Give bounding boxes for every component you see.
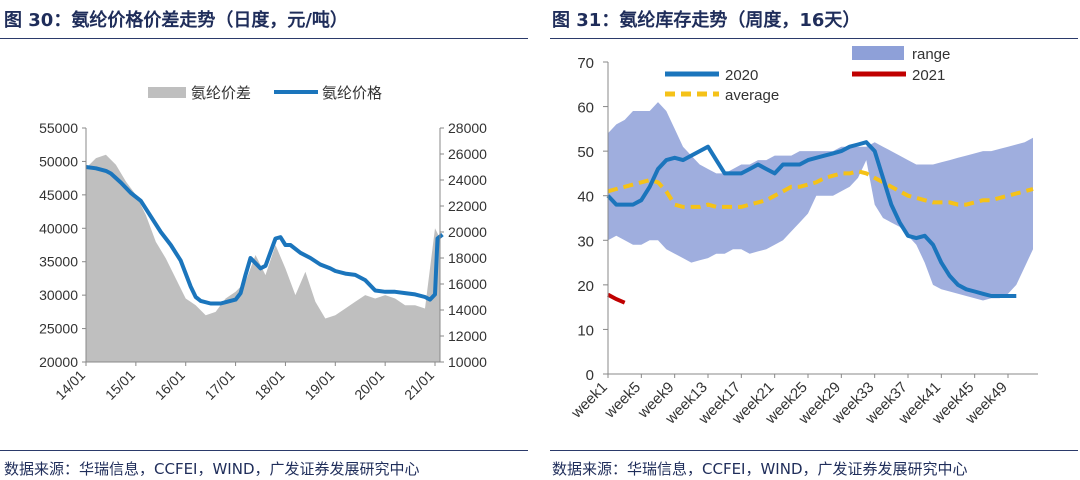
left-y-tick-label: 20000 [39, 354, 78, 370]
left-y-tick-label: 25000 [39, 321, 78, 337]
spread-area [86, 154, 440, 362]
legend-range-label: range [912, 46, 950, 63]
legend-price-label: 氨纶价格 [322, 85, 382, 102]
legend-average-label: average [725, 87, 779, 104]
left-footer-rule [0, 450, 528, 451]
x-tick-label: week5 [601, 379, 644, 422]
left-source-note: 数据来源：华瑞信息，CCFEI，WIND，广发证券发展研究中心 [4, 460, 420, 478]
right-footer-rule [550, 450, 1078, 451]
left-y-tick-label: 35000 [39, 254, 78, 270]
right-y-tick-label: 24000 [448, 172, 487, 188]
right-y-tick-label: 20000 [448, 224, 487, 240]
legend-range-swatch [852, 46, 904, 60]
y-tick-label: 30 [577, 233, 594, 250]
left-chart-title: 图 30：氨纶价格价差走势（日度，元/吨） [4, 10, 348, 31]
left-chart: 20000 25000 30000 35000 40000 45000 50000 55000… [0, 42, 528, 446]
right-y-tick-label: 14000 [448, 302, 487, 318]
y-tick-label: 40 [577, 189, 594, 206]
right-y-tick-label: 28000 [448, 120, 487, 136]
right-chart-title: 图 31：氨纶库存走势（周度，16天） [552, 10, 861, 31]
right-chart: 010203040506070week1week5week9week13week… [567, 46, 1038, 428]
y-tick-label: 0 [586, 367, 594, 384]
range-band [608, 102, 1033, 301]
y-tick-label: 10 [577, 322, 594, 339]
y-tick-label: 20 [577, 278, 594, 295]
right-source-note: 数据来源：华瑞信息，CCFEI，WIND，广发证券发展研究中心 [552, 460, 968, 478]
left-y-tick-label: 55000 [39, 120, 78, 136]
left-y-tick-label: 40000 [39, 220, 78, 236]
legend-2021-label: 2021 [912, 67, 945, 84]
right-title-rule [550, 38, 1078, 39]
left-y-tick-label: 50000 [39, 153, 78, 169]
x-tick-label: week1 [567, 379, 610, 422]
right-y-tick-label: 12000 [448, 328, 487, 344]
legend-spread-label: 氨纶价差 [191, 85, 251, 102]
right-y-tick-label: 22000 [448, 198, 487, 214]
series-2021-line [607, 292, 626, 305]
y-tick-label: 70 [577, 55, 594, 72]
right-y-tick-label: 16000 [448, 276, 487, 292]
series-2020-line [606, 140, 1017, 298]
legend-spread-swatch [148, 87, 186, 98]
average-line [607, 169, 1034, 209]
left-title-rule [0, 38, 528, 39]
legend-2020-label: 2020 [725, 67, 758, 84]
right-y-tick-label: 18000 [448, 250, 487, 266]
right-y-tick-label: 10000 [448, 354, 487, 370]
left-y-tick-label: 45000 [39, 187, 78, 203]
y-tick-label: 60 [577, 100, 594, 117]
price-line [85, 165, 444, 306]
right-y-tick-label: 26000 [448, 146, 487, 162]
y-tick-label: 50 [577, 144, 594, 161]
left-y-tick-label: 30000 [39, 287, 78, 303]
